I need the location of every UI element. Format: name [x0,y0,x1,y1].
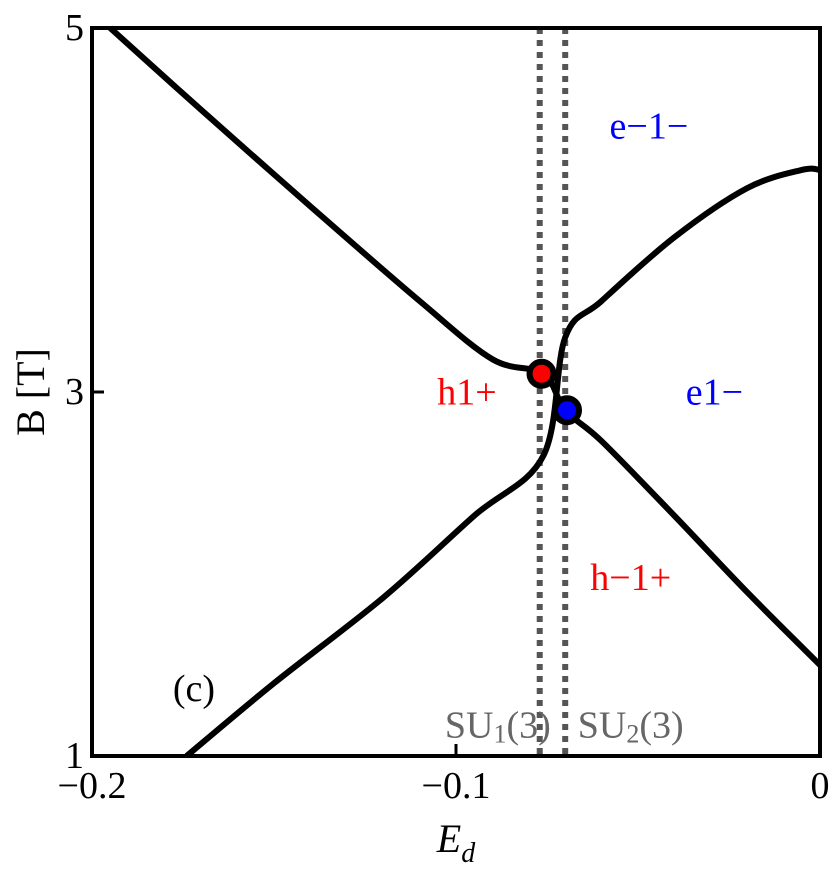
x-tick-label-2: −0.1 [422,765,491,807]
x-axis-label-subscript: d [461,838,476,869]
y-tick-label-3: 5 [65,7,84,49]
x-axis-label: Ed [436,816,476,869]
x-tick-label-3: 0 [811,765,830,807]
annotation-5: (c) [173,668,215,710]
region-label-1: SU1(3) [445,704,551,748]
y-tick-label-1: 1 [65,735,84,777]
crossing-point-2 [552,395,583,426]
axis-ticks: −0.2 −0.1 0 1 3 5 [58,7,830,807]
annotation-3: e1− [686,371,743,413]
series-line-2 [184,165,821,759]
y-axis-label: B [T] [8,348,53,436]
annotation-2: h1+ [437,371,496,413]
annotation-4: h−1+ [590,557,671,599]
crossing-point-1 [526,358,557,389]
x-axis-label-main: E [436,816,461,861]
annotation-1: e−1− [610,106,689,148]
x-tick-label-1: −0.2 [58,765,127,807]
y-tick-label-2: 3 [65,371,84,413]
plot-content: e−1− h1+ e1− h−1+ (c) SU1(3) SU2(3) [108,25,823,759]
region-label-2: SU2(3) [578,704,684,748]
